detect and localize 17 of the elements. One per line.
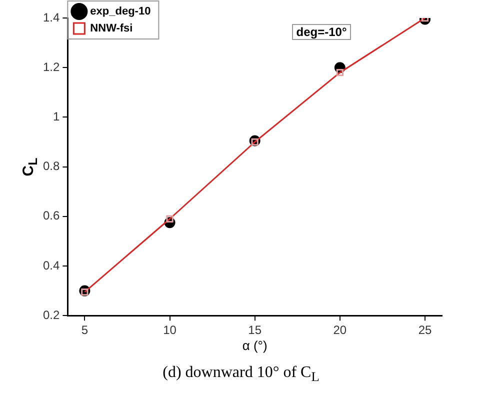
x-tick-label: 20	[333, 323, 347, 338]
legend-label: exp_deg-10	[90, 6, 151, 18]
x-tick-label: 25	[418, 323, 432, 338]
x-tick-label: 10	[163, 323, 177, 338]
x-axis-title: α (°)	[242, 338, 268, 353]
y-tick-label: 1.4	[42, 10, 60, 24]
y-tick-label: 0.8	[42, 159, 60, 174]
y-tick-label: 0.4	[42, 258, 60, 272]
text: (d) downward 10° of C$_{L}$	[162, 364, 320, 386]
y-tick-label: 0.2	[42, 308, 60, 322]
x-tick-label: 5	[81, 323, 88, 338]
annotation: deg=-10°	[292, 24, 351, 40]
x-tick-label: 15	[248, 323, 262, 338]
y-tick-label: 1.2	[42, 60, 60, 74]
y-tick-label: 0.6	[42, 208, 60, 223]
y-tick-label: 1	[52, 110, 60, 124]
legend-label: NNW-fsi	[90, 22, 133, 35]
